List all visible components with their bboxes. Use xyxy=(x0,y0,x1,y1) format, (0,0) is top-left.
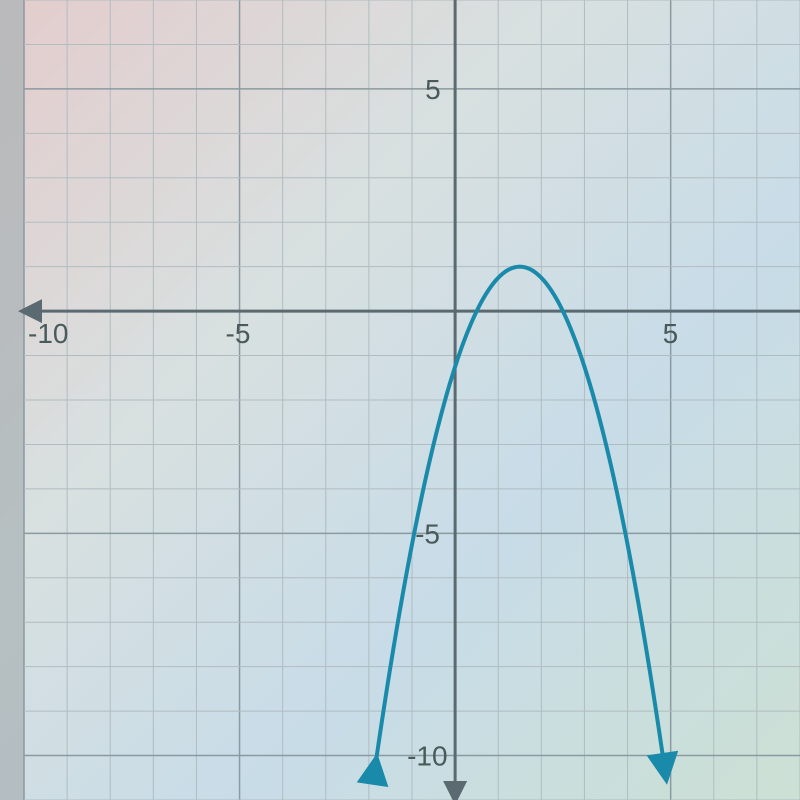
y-tick-pos5: 5 xyxy=(425,74,441,105)
y-tick-neg5: -5 xyxy=(415,518,440,549)
coordinate-plane: -10 -5 5 5 -5 -10 xyxy=(0,0,800,800)
x-tick-neg10: -10 xyxy=(28,318,68,349)
x-tick-pos5: 5 xyxy=(663,318,679,349)
left-margin-bar xyxy=(0,0,24,800)
y-tick-neg10: -10 xyxy=(407,741,447,772)
chart-container: -10 -5 5 5 -5 -10 xyxy=(0,0,800,800)
x-tick-neg5: -5 xyxy=(226,318,251,349)
